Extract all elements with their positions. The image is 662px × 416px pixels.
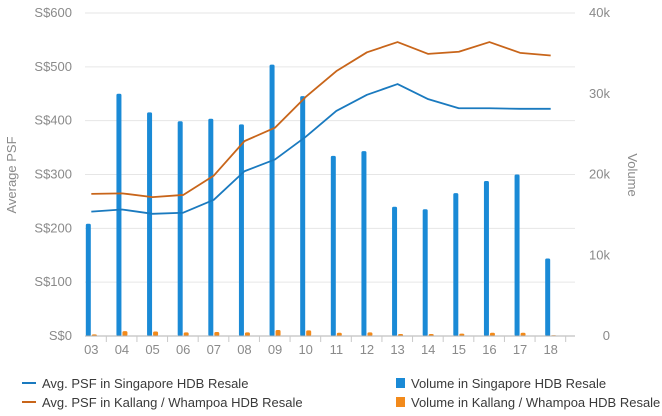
y-right-tick-label: 40k xyxy=(589,5,610,20)
x-tick-label: 15 xyxy=(452,342,466,357)
volume-bar-kallang xyxy=(428,333,434,336)
volume-bar-kallang xyxy=(122,331,128,336)
volume-bar-singapore xyxy=(545,258,551,336)
volume-bar-kallang xyxy=(367,332,373,336)
volume-bar-kallang xyxy=(489,332,495,336)
psf-lines xyxy=(91,41,551,215)
legend-label: Volume in Kallang / Whampoa HDB Resale xyxy=(411,395,660,410)
volume-bar-singapore xyxy=(116,93,122,336)
volume-bar-singapore xyxy=(238,124,244,336)
volume-bars xyxy=(85,64,557,337)
legend-label: Avg. PSF in Singapore HDB Resale xyxy=(42,376,248,391)
volume-bar-singapore xyxy=(361,151,367,336)
volume-bar-singapore xyxy=(177,121,183,336)
volume-bar-singapore xyxy=(483,180,489,336)
legend-item-0[interactable]: Avg. PSF in Singapore HDB Resale xyxy=(22,376,248,391)
legend-bar-swatch xyxy=(396,378,405,388)
x-tick-label: 11 xyxy=(330,342,344,357)
legend-label: Avg. PSF in Kallang / Whampoa HDB Resale xyxy=(42,395,303,410)
legend-item-1[interactable]: Avg. PSF in Kallang / Whampoa HDB Resale xyxy=(22,395,303,410)
legend: Avg. PSF in Singapore HDB Resale Avg. PSF… xyxy=(22,376,660,410)
volume-bar-singapore xyxy=(269,64,275,337)
volume-bar-singapore xyxy=(147,112,153,336)
y-left-tick-label: S$500 xyxy=(34,59,72,74)
x-tick-label: 08 xyxy=(237,342,251,357)
x-tick-label: 03 xyxy=(84,342,98,357)
x-tick-label: 07 xyxy=(207,342,221,357)
y-left-axis-title: Average PSF xyxy=(4,136,19,213)
y-left-tick-label: S$300 xyxy=(34,167,72,182)
x-tick-label: 16 xyxy=(482,342,496,357)
volume-bar-kallang xyxy=(153,331,159,336)
x-tick-label: 10 xyxy=(298,342,312,357)
volume-bar-kallang xyxy=(336,332,342,336)
x-tick-label: 06 xyxy=(176,342,190,357)
volume-bar-kallang xyxy=(459,333,465,336)
x-tick-label: 12 xyxy=(360,342,374,357)
x-tick-label: 18 xyxy=(543,342,557,357)
volume-bar-kallang xyxy=(183,332,189,336)
x-tick-label: 05 xyxy=(145,342,159,357)
volume-bar-singapore xyxy=(85,223,91,336)
y-right-tick-label: 20k xyxy=(589,167,610,182)
volume-bar-singapore xyxy=(300,96,306,336)
y-left-tick-label: S$400 xyxy=(34,113,72,128)
y-left-tick-label: S$100 xyxy=(34,274,72,289)
gridlines xyxy=(85,12,575,283)
volume-bar-singapore xyxy=(514,174,520,336)
x-tick-label: 04 xyxy=(115,342,129,357)
volume-bar-singapore xyxy=(422,209,428,336)
y-right-tick-label: 10k xyxy=(589,247,610,262)
x-tick-label: 14 xyxy=(421,342,435,357)
y-right-axis-title: Volume xyxy=(625,153,640,196)
volume-bar-singapore xyxy=(453,193,459,336)
legend-bar-swatch xyxy=(396,397,405,407)
y-left-tick-label: S$0 xyxy=(49,328,72,343)
volume-bar-kallang xyxy=(520,332,526,336)
volume-bar-singapore xyxy=(208,118,214,336)
axes: S$0 S$100 S$200 S$300 S$400 S$500 S$600 0 10k 20k… xyxy=(34,5,610,357)
volume-bar-singapore xyxy=(330,155,336,336)
x-tick-label: 09 xyxy=(268,342,282,357)
psf-line-singapore xyxy=(91,83,551,215)
legend-item-3[interactable]: Volume in Kallang / Whampoa HDB Resale xyxy=(396,395,660,410)
y-left-tick-label: S$600 xyxy=(34,5,72,20)
y-right-tick-label: 30k xyxy=(589,86,610,101)
volume-bar-kallang xyxy=(214,331,220,336)
x-tick-label: 13 xyxy=(390,342,404,357)
volume-bar-kallang xyxy=(306,330,312,336)
volume-bar-kallang xyxy=(275,329,281,336)
y-left-tick-label: S$200 xyxy=(34,220,72,235)
volume-bar-singapore xyxy=(392,206,398,336)
volume-bar-kallang xyxy=(398,333,404,336)
legend-item-2[interactable]: Volume in Singapore HDB Resale xyxy=(396,376,606,391)
legend-label: Volume in Singapore HDB Resale xyxy=(411,376,606,391)
volume-bar-kallang xyxy=(244,332,250,336)
x-tick-label: 17 xyxy=(513,342,527,357)
psf-line-kallang xyxy=(91,41,551,199)
y-right-tick-label: 0 xyxy=(603,328,610,343)
